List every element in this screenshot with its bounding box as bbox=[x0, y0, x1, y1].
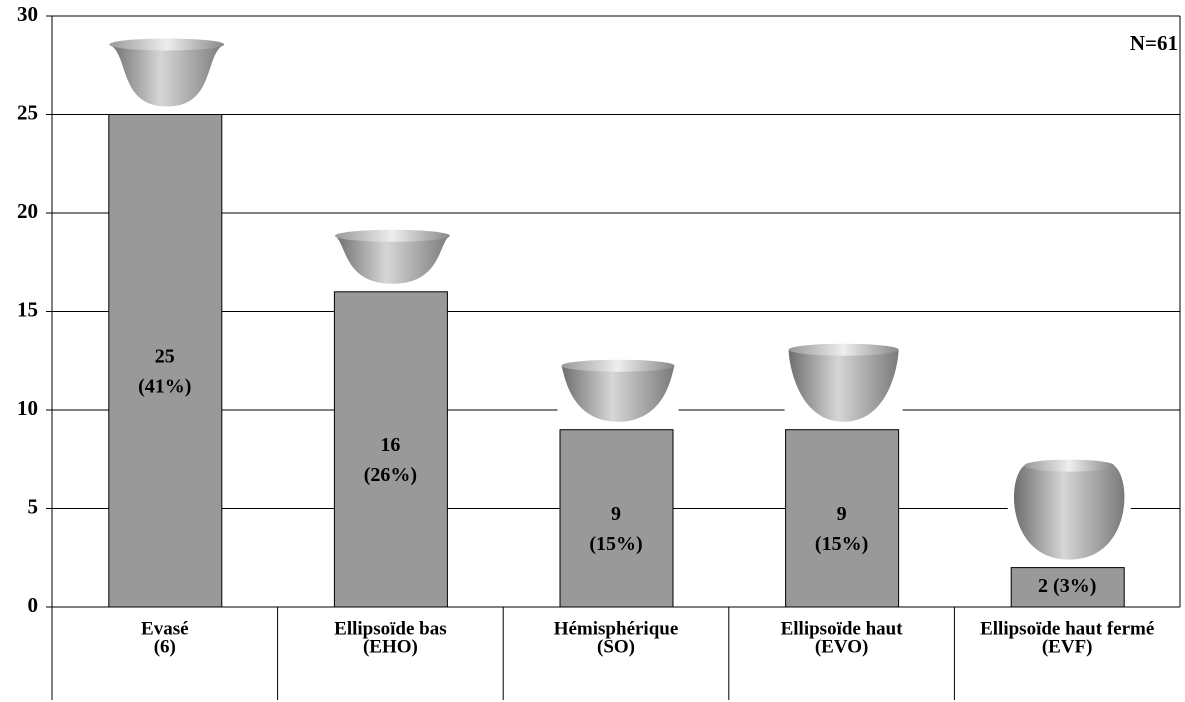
bowl-rim bbox=[788, 343, 899, 356]
y-tick-label: 0 bbox=[28, 593, 39, 617]
y-tick-label: 10 bbox=[17, 396, 38, 420]
bowl-body bbox=[788, 349, 899, 422]
y-tick-label: 20 bbox=[17, 199, 38, 223]
annotation: N=61 bbox=[1130, 31, 1178, 55]
y-tick-label: 15 bbox=[17, 297, 38, 321]
x-tick-label: Ellipsoïde bas bbox=[334, 618, 446, 639]
x-tick-note: (SO) bbox=[597, 636, 635, 657]
value-label: 16 bbox=[380, 434, 400, 456]
bowl-body bbox=[109, 44, 225, 107]
value-label: 9 bbox=[611, 503, 621, 525]
bowl-body bbox=[334, 235, 450, 284]
bar bbox=[785, 429, 900, 608]
bar bbox=[559, 429, 674, 608]
x-tick-label: Ellipsoïde haut fermé bbox=[980, 618, 1154, 639]
bar bbox=[333, 291, 448, 608]
bowl-rim bbox=[109, 38, 225, 51]
x-tick-note: (6) bbox=[154, 636, 176, 657]
x-tick-label: Evasé bbox=[141, 618, 189, 639]
bowl-body bbox=[561, 365, 675, 422]
bowl-rim bbox=[1024, 459, 1115, 472]
bowl-rim bbox=[561, 359, 675, 372]
value-label: 2 (3%) bbox=[1038, 575, 1096, 597]
bar bbox=[1010, 567, 1125, 608]
bar bbox=[108, 114, 223, 608]
value-label: (26%) bbox=[364, 464, 417, 486]
value-label: (41%) bbox=[138, 375, 191, 397]
x-tick-note: (EVF) bbox=[1042, 636, 1093, 657]
y-tick-label: 30 bbox=[17, 2, 38, 26]
y-tick-label: 5 bbox=[28, 494, 39, 518]
value-label: (15%) bbox=[589, 533, 642, 555]
value-label: 25 bbox=[155, 345, 175, 367]
y-tick-label: 25 bbox=[17, 100, 38, 124]
bowl-body bbox=[1013, 465, 1125, 560]
bowl-rim bbox=[334, 229, 450, 242]
x-tick-label: Ellipsoïde haut bbox=[781, 618, 904, 639]
x-tick-label: Hémisphérique bbox=[554, 618, 679, 639]
x-tick-note: (EVO) bbox=[815, 636, 868, 657]
x-tick-note: (EHO) bbox=[363, 636, 418, 657]
value-label: (15%) bbox=[815, 533, 868, 555]
value-label: 9 bbox=[837, 503, 847, 525]
